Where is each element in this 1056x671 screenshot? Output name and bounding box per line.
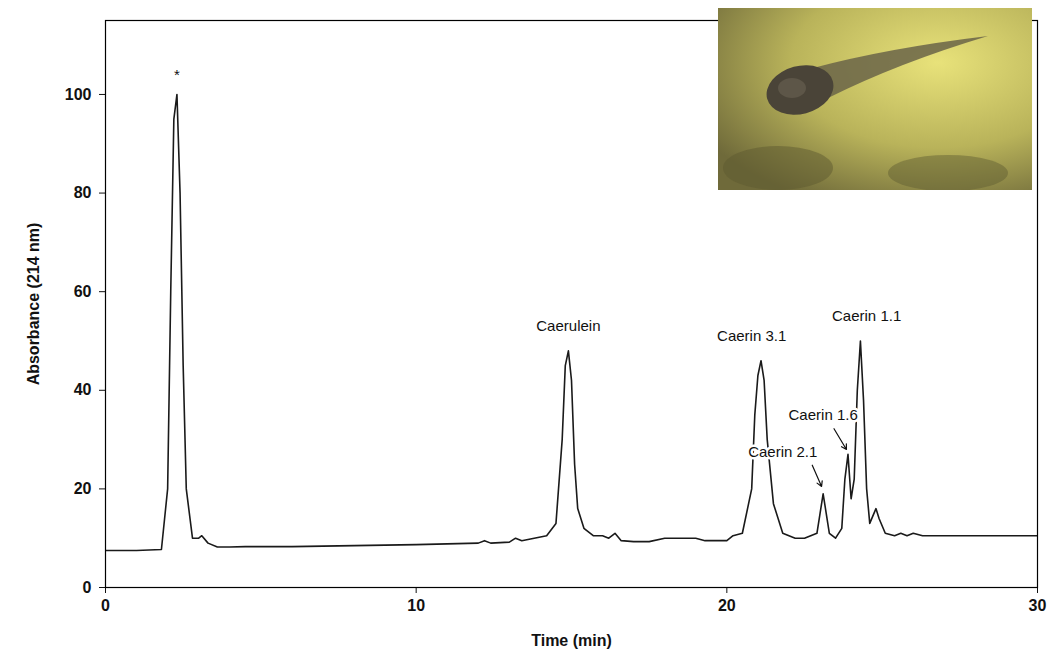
svg-text:30: 30 (1029, 597, 1047, 614)
svg-text:80: 80 (74, 184, 92, 201)
svg-text:Time (min): Time (min) (531, 632, 612, 649)
svg-text:*: * (174, 66, 180, 83)
svg-text:0: 0 (83, 579, 92, 596)
svg-text:Caerin 1.6: Caerin 1.6 (789, 406, 858, 423)
svg-text:40: 40 (74, 381, 92, 398)
svg-text:Caerin 3.1: Caerin 3.1 (717, 327, 786, 344)
svg-text:0: 0 (101, 597, 110, 614)
svg-text:20: 20 (718, 597, 736, 614)
svg-text:100: 100 (65, 86, 92, 103)
svg-text:20: 20 (74, 480, 92, 497)
svg-text:60: 60 (74, 283, 92, 300)
svg-text:Caerin 1.1: Caerin 1.1 (832, 307, 901, 324)
svg-text:Absorbance (214 nm): Absorbance (214 nm) (25, 223, 42, 386)
svg-text:10: 10 (407, 597, 425, 614)
svg-text:Caerin 2.1: Caerin 2.1 (748, 443, 817, 460)
svg-text:Caerulein: Caerulein (536, 317, 600, 334)
